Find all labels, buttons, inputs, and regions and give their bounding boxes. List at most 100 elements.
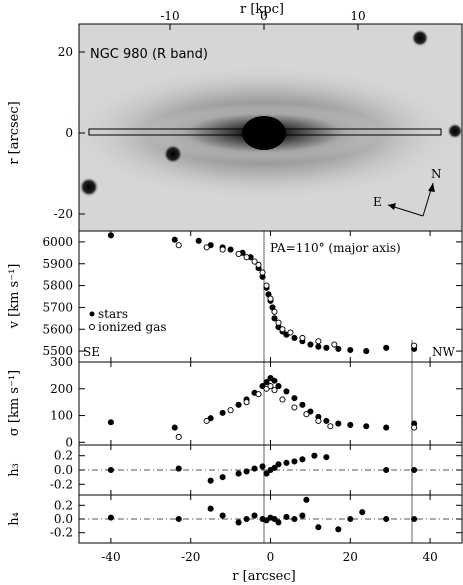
compass: N E	[373, 167, 442, 217]
h3-point-stars	[251, 465, 258, 472]
h4-point-stars	[335, 526, 342, 533]
sigma-point-stars	[335, 420, 342, 427]
velocity-point-gas	[299, 334, 306, 342]
x-tick-label: 40	[422, 550, 437, 564]
h4-point-stars	[359, 509, 366, 516]
h3-point-stars	[271, 464, 278, 471]
image-y-tick-label: 20	[58, 45, 73, 59]
h3-point-stars	[311, 452, 318, 459]
velocity-point-stars	[291, 334, 298, 342]
h3-point-stars	[175, 465, 182, 472]
velocity-point-stars	[383, 344, 390, 351]
h4-point-stars	[207, 505, 214, 512]
velocity-point-gas	[219, 246, 226, 253]
top-tick-label: 0	[260, 9, 268, 23]
h3-panel: h₃	[7, 444, 463, 496]
sigma-y-tick-label: 100	[50, 409, 73, 423]
velocity-point-stars	[315, 343, 322, 350]
h3-point-stars	[383, 466, 390, 474]
legend-gas-label: ionized gas	[98, 320, 167, 334]
sigma-point-gas	[175, 433, 182, 441]
h4-point-stars	[235, 519, 242, 526]
h4-point-stars	[383, 515, 390, 523]
field-star	[447, 123, 463, 139]
compass-north-label: N	[431, 167, 442, 181]
velocity-point-gas	[331, 341, 338, 348]
sigma-point-stars	[263, 379, 270, 386]
h4-point-stars	[347, 515, 354, 523]
sigma-point-stars	[347, 421, 354, 428]
top-axis-label: r [kpc]	[240, 2, 284, 17]
h4-point-stars	[243, 515, 250, 523]
image-y-axis: 20 0 -20 r [arcsec]	[7, 45, 85, 221]
field-star	[163, 144, 183, 164]
sigma-point-stars	[235, 401, 242, 408]
h3-y-tick-label: 0.0	[54, 463, 73, 477]
sigma-y-axis-label: σ [km s⁻¹]	[7, 370, 22, 436]
x-tick-label: 20	[343, 550, 358, 564]
sigma-y-tick-label: 0	[65, 435, 73, 449]
image-y-axis-label: r [arcsec]	[7, 101, 22, 164]
velocity-point-gas	[287, 329, 294, 336]
h3-y-tick-label: 0.2	[54, 449, 73, 463]
field-star	[411, 29, 429, 47]
pa-annotation: PA=110° (major axis)	[270, 241, 401, 255]
h3-point-stars	[235, 470, 242, 477]
sigma-point-gas	[303, 411, 310, 418]
velocity-point-gas	[203, 244, 210, 251]
sigma-point-gas	[227, 407, 234, 414]
velocity-point-stars	[171, 236, 178, 243]
legend: stars ionized gas	[89, 307, 167, 334]
velocity-point-gas	[251, 258, 258, 265]
sigma-point-stars	[383, 424, 390, 431]
velocity-point-stars	[195, 237, 202, 244]
h4-point-stars	[271, 515, 278, 523]
velocity-point-gas	[275, 319, 282, 326]
velocity-point-stars	[271, 315, 278, 322]
h4-y-tick-label: 0.0	[54, 512, 73, 526]
legend-stars-marker	[89, 311, 95, 317]
h3-point-stars	[219, 474, 226, 481]
h3-point-stars	[411, 466, 418, 474]
h4-point-stars	[291, 515, 298, 523]
sigma-point-gas	[291, 404, 298, 411]
velocity-point-gas	[315, 338, 322, 345]
velocity-y-tick-label: 5800	[42, 279, 73, 293]
velocity-point-stars	[335, 345, 342, 352]
image-title: NGC 980 (R band)	[90, 47, 208, 62]
h4-point-stars	[107, 514, 114, 521]
x-tick-label: -20	[181, 550, 200, 564]
sigma-point-stars	[283, 388, 290, 395]
velocity-point-gas	[267, 295, 274, 302]
velocity-point-stars	[107, 232, 114, 239]
image-panel: NGC 980 (R band) N E -10 0 10 r [kpc] 2	[7, 2, 463, 232]
x-tick-label: -40	[101, 550, 120, 564]
side-label-se: SE	[83, 345, 100, 359]
sigma-point-stars	[299, 401, 306, 408]
sigma-point-stars	[275, 383, 282, 390]
h4-y-tick-label: 0.2	[54, 498, 73, 512]
sigma-point-gas	[271, 387, 278, 394]
top-tick-label: -10	[160, 9, 179, 23]
slit-outline	[88, 128, 442, 136]
sigma-point-stars	[323, 417, 330, 424]
top-kpc-axis: -10 0 10 r [kpc]	[160, 2, 366, 30]
legend-gas-marker	[89, 324, 95, 330]
h3-point-stars	[275, 461, 282, 468]
velocity-point-gas	[259, 269, 266, 276]
velocity-y-tick-label: 5500	[42, 344, 73, 358]
h3-point-stars	[291, 458, 298, 465]
velocity-y-tick-label: 6000	[42, 235, 73, 249]
velocity-point-stars	[363, 348, 370, 355]
h3-point-stars	[283, 459, 290, 466]
h3-point-stars	[243, 468, 250, 475]
velocity-point-gas	[243, 254, 250, 261]
sigma-point-gas	[279, 396, 286, 403]
galaxy-core	[242, 116, 286, 150]
velocity-y-tick-label: 5900	[42, 257, 73, 271]
field-star	[79, 177, 99, 197]
velocity-point-stars	[227, 246, 234, 253]
top-tick-label: 10	[350, 9, 365, 23]
sigma-point-stars	[363, 423, 370, 430]
